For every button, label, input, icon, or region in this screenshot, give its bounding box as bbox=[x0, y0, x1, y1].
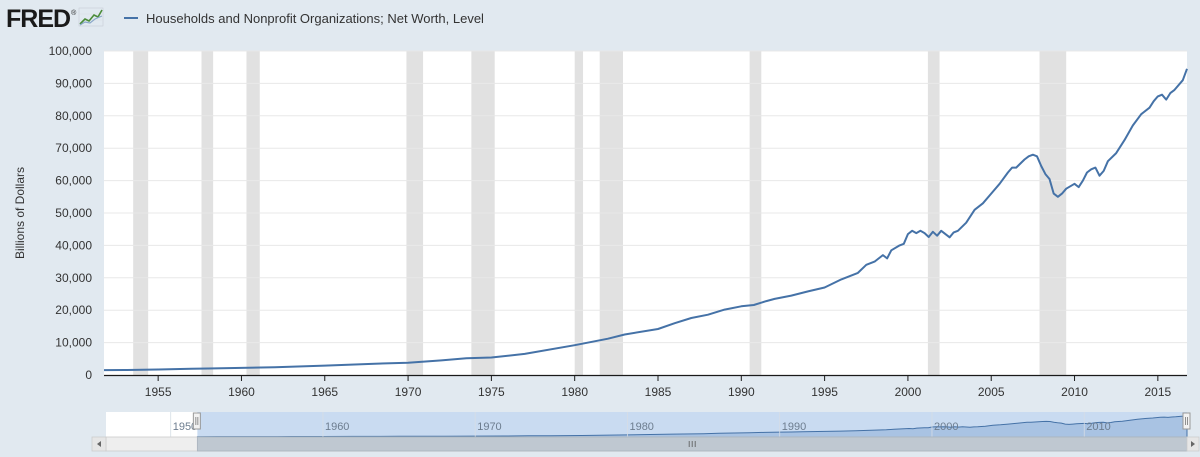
x-tick-label: 1980 bbox=[561, 385, 588, 399]
y-tick-label: 10,000 bbox=[55, 336, 92, 350]
navigator-handle-left[interactable] bbox=[192, 412, 201, 430]
x-tick-label: 1955 bbox=[145, 385, 172, 399]
x-tick-label: 1985 bbox=[645, 385, 672, 399]
legend-swatch bbox=[124, 17, 138, 19]
x-tick-label: 1965 bbox=[311, 385, 338, 399]
x-tick-label: 1960 bbox=[228, 385, 255, 399]
y-tick-label: 70,000 bbox=[55, 141, 92, 155]
y-tick-label: 30,000 bbox=[55, 271, 92, 285]
series-line bbox=[103, 68, 1188, 372]
chevron-right-icon bbox=[1191, 441, 1195, 447]
x-tick-label: 1995 bbox=[811, 385, 838, 399]
navigator[interactable]: 1950 1960 1970 1980 1990 2000 2010 bbox=[91, 412, 1200, 452]
logo-registered-mark: ® bbox=[71, 9, 77, 17]
chart-legend[interactable]: Households and Nonprofit Organizations; … bbox=[124, 9, 484, 27]
x-tick-label: 2005 bbox=[978, 385, 1005, 399]
y-tick-label: 0 bbox=[85, 368, 92, 382]
x-tick-label: 1975 bbox=[478, 385, 505, 399]
gridlines bbox=[104, 50, 1187, 344]
y-axis: 0 10,000 20,000 30,000 40,000 50,000 60,000 70,… bbox=[49, 44, 93, 382]
series-layer bbox=[103, 68, 1188, 372]
navigator-series bbox=[196, 414, 1188, 438]
navigator-tick-label: 1980 bbox=[629, 421, 653, 433]
x-tick-label: 2010 bbox=[1061, 385, 1088, 399]
fred-logo[interactable]: FRED ® bbox=[6, 4, 104, 33]
logo-text: FRED bbox=[6, 4, 71, 33]
y-tick-label: 50,000 bbox=[55, 206, 92, 220]
y-tick-label: 100,000 bbox=[49, 44, 93, 58]
navigator-handle-right[interactable] bbox=[1182, 412, 1191, 430]
navigator-tick-label: 1950 bbox=[173, 421, 197, 433]
y-tick-label: 20,000 bbox=[55, 303, 92, 317]
navigator-tick-label: 1960 bbox=[325, 421, 349, 433]
chevron-left-icon bbox=[97, 441, 101, 447]
x-tick-label: 2015 bbox=[1144, 385, 1171, 399]
y-tick-label: 90,000 bbox=[55, 76, 92, 90]
chart-header: FRED ® Households and Nonprofit Organiza… bbox=[0, 0, 1200, 40]
navigator-tick-label: 1990 bbox=[782, 421, 806, 433]
navigator-tick-label: 2000 bbox=[934, 421, 958, 433]
x-tick-label: 2000 bbox=[895, 385, 922, 399]
x-axis: 1955 1960 1965 1970 1975 1980 1985 1990 1995 2000… bbox=[104, 374, 1187, 399]
navigator-tick-label: 2010 bbox=[1086, 421, 1110, 433]
y-tick-label: 80,000 bbox=[55, 109, 92, 123]
y-tick-label: 40,000 bbox=[55, 238, 92, 252]
navigator-tick-label: 1970 bbox=[477, 421, 501, 433]
y-tick-label: 60,000 bbox=[55, 174, 92, 188]
line-graph-icon bbox=[78, 7, 104, 32]
legend-label: Households and Nonprofit Organizations; … bbox=[146, 10, 484, 26]
y-axis-title: Billions of Dollars bbox=[13, 167, 27, 259]
x-tick-label: 1970 bbox=[395, 385, 422, 399]
x-tick-label: 1990 bbox=[728, 385, 755, 399]
